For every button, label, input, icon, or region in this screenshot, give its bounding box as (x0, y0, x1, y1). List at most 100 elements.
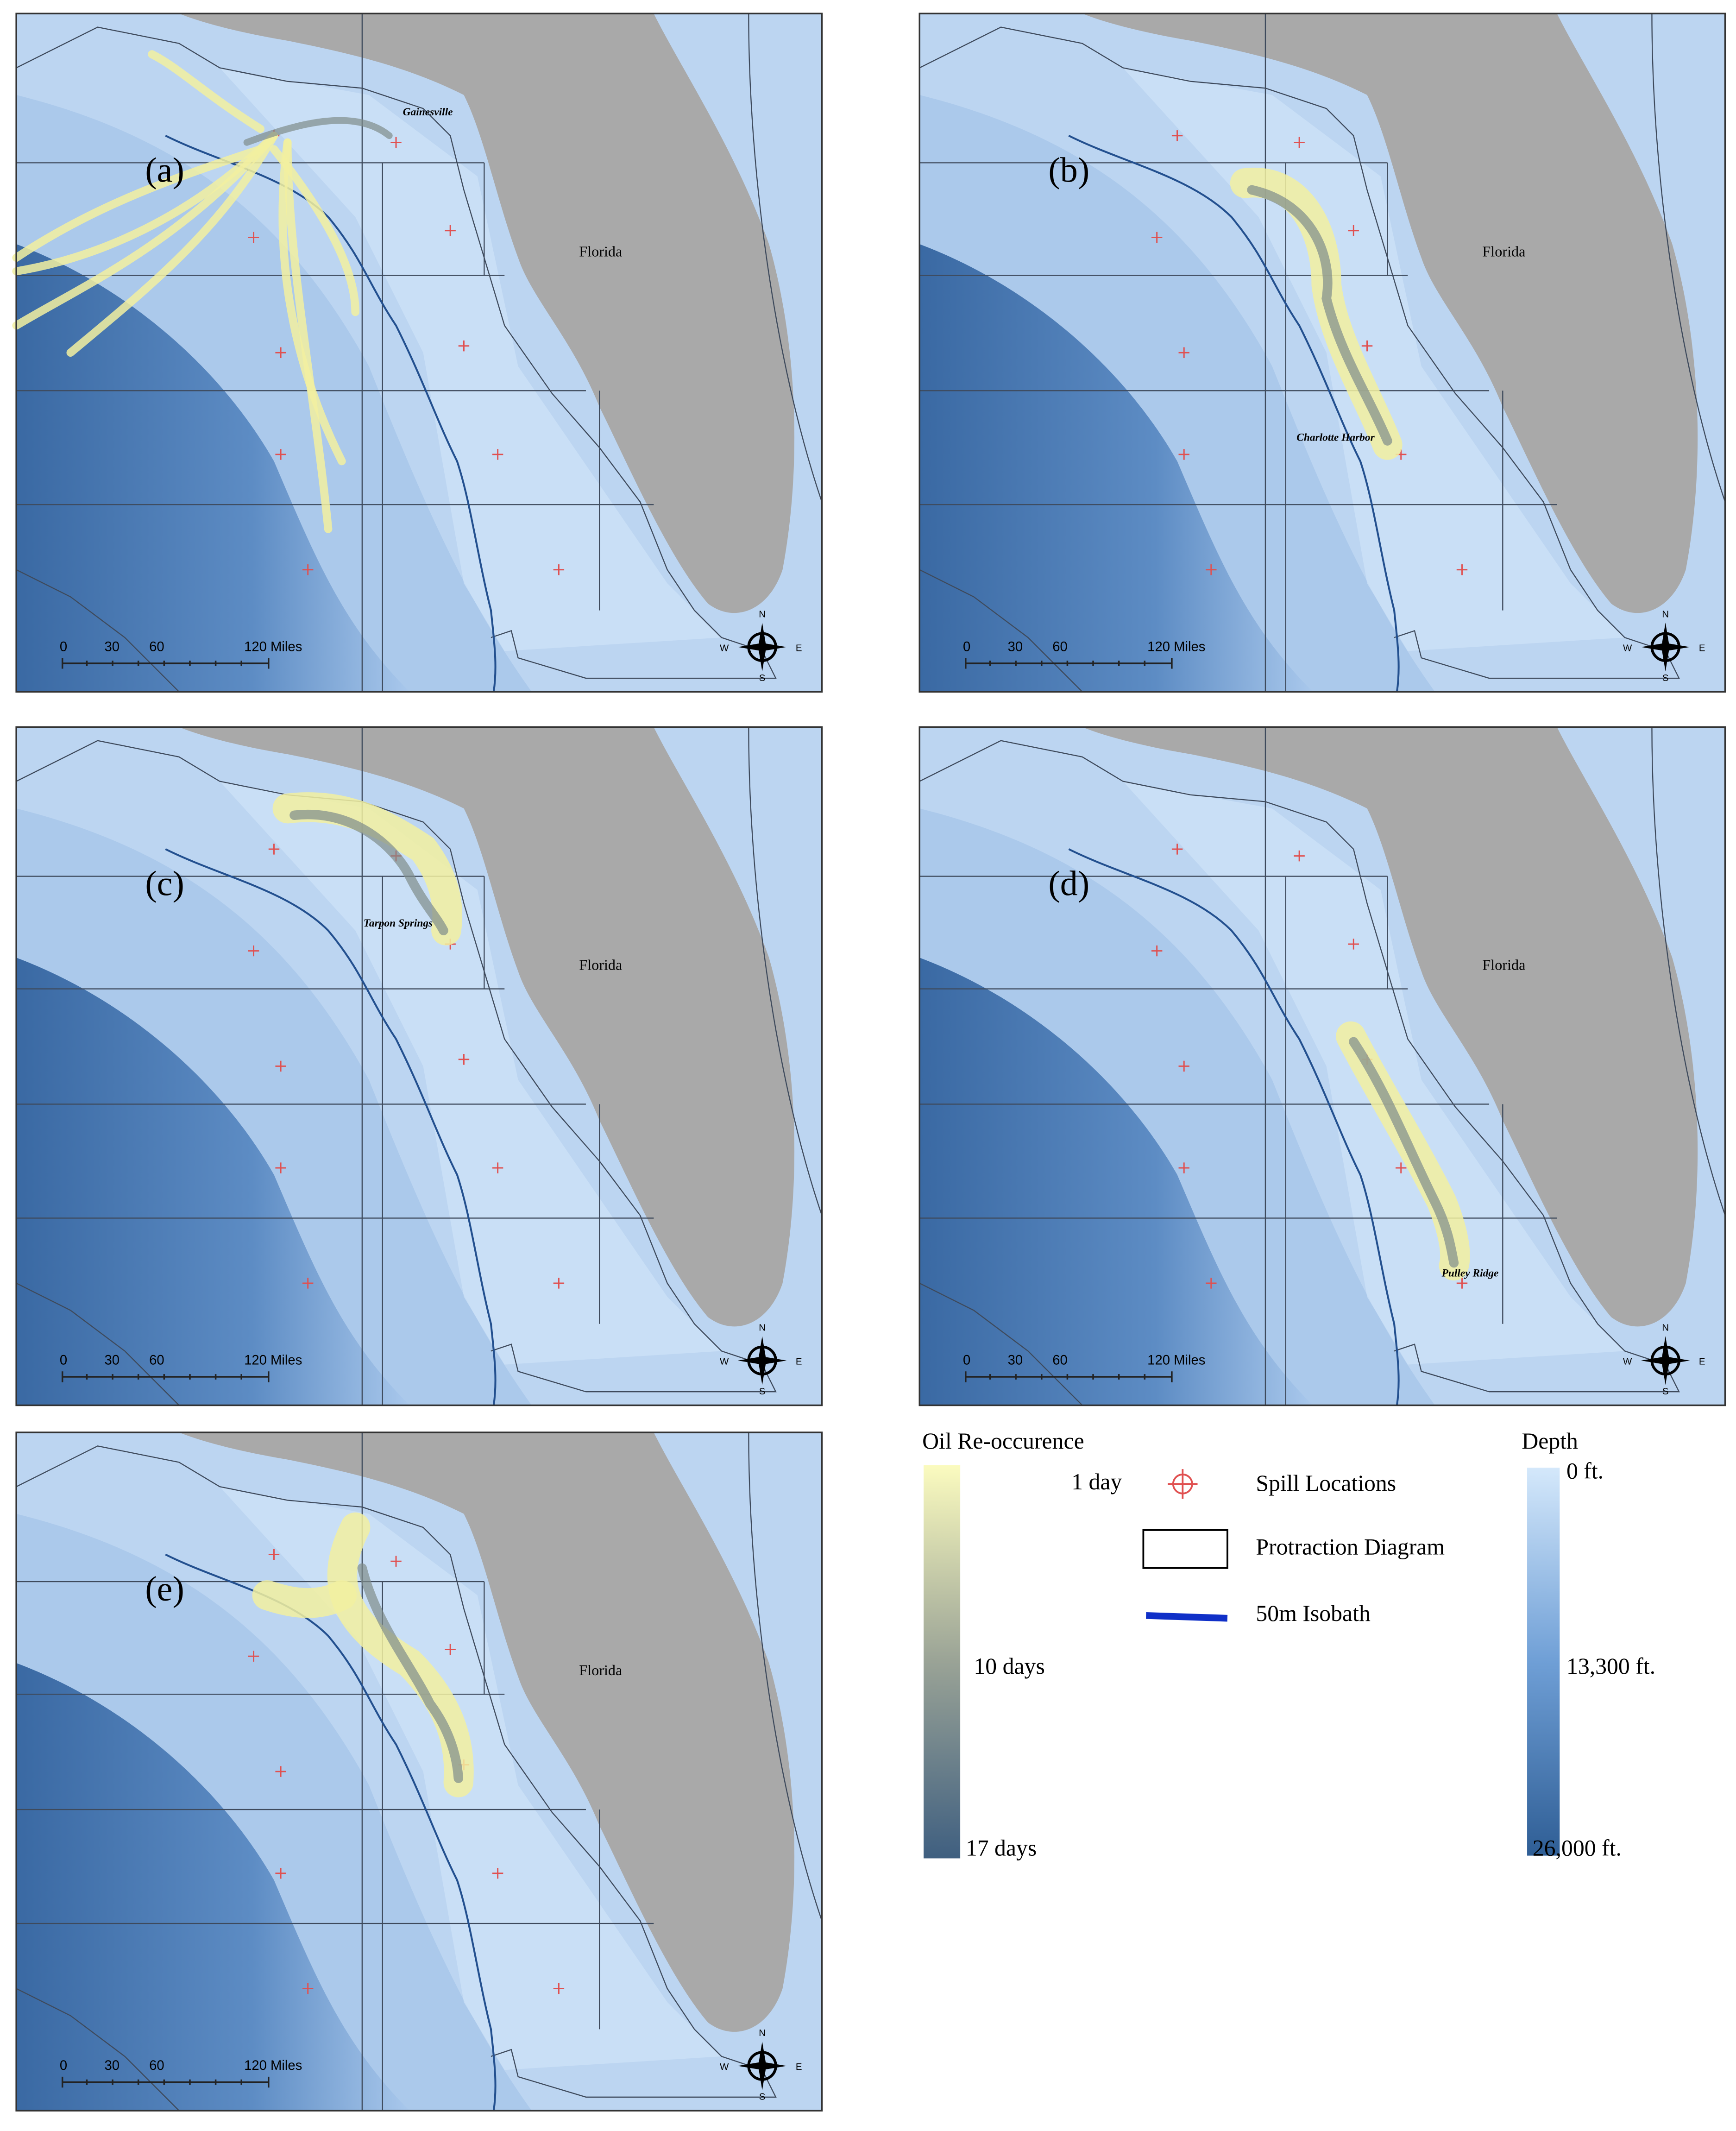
colorbar-label: 0 ft. (1566, 1458, 1604, 1484)
scale-label: 60 (149, 1353, 164, 1368)
panel-frame (15, 1431, 823, 2112)
oil-plume (12, 145, 265, 262)
panel-frame (15, 13, 823, 693)
basemap (919, 13, 1725, 692)
scale-label: 0 (60, 1353, 67, 1368)
compass-label: S (759, 2092, 766, 2102)
oil-plume-core (243, 117, 393, 146)
scale-bar (61, 658, 270, 669)
protraction-symbol (1142, 1529, 1228, 1569)
panel-frame (918, 13, 1726, 693)
oil-plume (270, 145, 359, 316)
compass-label: W (720, 643, 729, 653)
map-panel: (e)St. PetersburgFlorida03060120 MilesNW… (16, 1432, 822, 2131)
scale-bar (965, 1371, 1173, 1382)
scale-label: 120 Miles (1147, 1353, 1205, 1368)
state-label: Florida (579, 243, 622, 259)
colorbar-label: 13,300 ft. (1566, 1653, 1655, 1679)
panel-label: (e) (145, 1570, 184, 1608)
scale-bar (965, 658, 1173, 669)
oil-plume (272, 792, 462, 946)
compass: N W E S (720, 1322, 802, 1397)
panel-label: (d) (1048, 864, 1089, 903)
map-panel: (a) Gainesville Florida 0 30 60 120 Miles N W E S (12, 13, 823, 693)
compass-needle (1641, 1336, 1690, 1385)
map-panel: (d) Pulley Ridge Florida 0 30 60 120 Miles N W E S (919, 727, 1725, 1405)
scale-label: 30 (1008, 639, 1023, 654)
oil-plume-core (357, 1563, 463, 1783)
scale-label: 0 (963, 1353, 970, 1368)
compass-needle (1641, 622, 1690, 672)
oil-plume (66, 132, 278, 357)
compass-needle (737, 2041, 787, 2091)
state-label: Florida (579, 1662, 622, 1678)
compass-needle (737, 1336, 787, 1385)
scale-label: 0 (60, 2058, 67, 2073)
state-label: Florida (1482, 957, 1525, 973)
scale-label: 120 Miles (244, 639, 302, 654)
compass: N W E S (720, 609, 802, 683)
panel-label: (c) (145, 864, 184, 903)
compass-label: W (1623, 1356, 1632, 1367)
compass-label: E (796, 1356, 802, 1367)
oil-plume-core (1247, 185, 1392, 446)
oil-plume-core (289, 810, 448, 935)
depth-colorbar (1527, 1468, 1560, 1856)
compass: N W E S (720, 2028, 802, 2102)
site-label: Gainesville (403, 106, 453, 118)
oil-plume (283, 138, 333, 533)
compass-label: N (1662, 1322, 1669, 1333)
scale-label: 120 Miles (244, 2058, 302, 2073)
legend-label: Protraction Diagram (1256, 1534, 1445, 1560)
compass-label: E (796, 643, 802, 653)
colorbar-label: 17 days (966, 1835, 1037, 1861)
compass-label: W (720, 2062, 729, 2072)
compass-needle (737, 622, 787, 672)
scale-label: 60 (149, 639, 164, 654)
panel-label: (b) (1048, 151, 1089, 189)
colorbar-label: 26,000 ft. (1533, 1835, 1622, 1861)
compass-label: W (720, 1356, 729, 1367)
scale-label: 30 (104, 639, 120, 654)
scale-label: 60 (149, 2058, 164, 2073)
scale-label: 60 (1052, 1353, 1068, 1368)
scale-bar (61, 2076, 270, 2088)
scale-bar (61, 1371, 270, 1382)
compass: N W E S (1623, 609, 1705, 683)
legend-label: 50m Isobath (1256, 1601, 1371, 1626)
spill-symbol (1168, 1469, 1198, 1499)
state-label: Florida (579, 957, 622, 973)
compass-label: E (796, 2062, 802, 2072)
colorbar-label: 1 day (1071, 1469, 1122, 1494)
legend: Oil Re-occurence 1 day 10 days 17 days S… (922, 1428, 1655, 1860)
compass-label: S (759, 673, 766, 683)
scale-label: 30 (104, 1353, 120, 1368)
site-label: Charlotte Harbor (1296, 432, 1375, 444)
compass-label: N (759, 2028, 766, 2038)
state-label: Florida (1482, 243, 1525, 259)
compass-label: E (1699, 1356, 1705, 1367)
site-label: Pulley Ridge (1441, 1267, 1499, 1279)
map-panel: (b) Charlotte Harbor Florida 0 30 60 120 Miles… (919, 13, 1725, 692)
site-label: Tarpon Springs (364, 917, 433, 929)
oil-plume (278, 138, 346, 466)
basemap (919, 727, 1725, 1405)
legend-title: Depth (1522, 1428, 1578, 1454)
scale-label: 0 (60, 639, 67, 654)
compass-label: W (1623, 643, 1632, 653)
panel-frame (918, 726, 1726, 1406)
oil-plume (148, 50, 265, 133)
oil-plume (252, 1580, 357, 1618)
compass-label: S (759, 1386, 766, 1397)
compass-label: N (759, 609, 766, 619)
colorbar-label: 10 days (974, 1653, 1044, 1679)
compass-label: E (1699, 643, 1705, 653)
oil-plume-core (1349, 1037, 1459, 1268)
oil-plume (12, 132, 278, 330)
basemap (16, 1432, 822, 2111)
compass-label: S (1662, 1386, 1669, 1397)
scale-label: 120 Miles (244, 1353, 302, 1368)
panel-label: (a) (145, 151, 184, 189)
